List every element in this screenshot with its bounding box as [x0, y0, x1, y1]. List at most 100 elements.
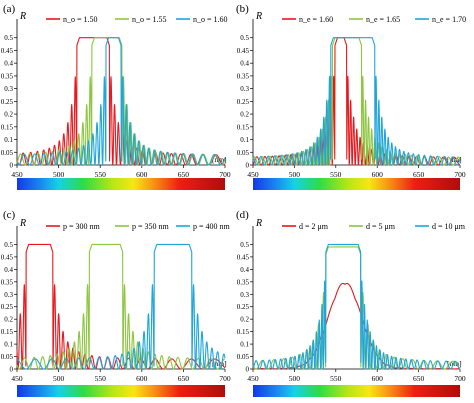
- y-tick-label: 0.1: [4, 136, 13, 144]
- series-line: [16, 243, 226, 370]
- legend-label: n_o = 1.60: [193, 15, 228, 24]
- legend-label: n_o = 1.50: [63, 15, 98, 24]
- x-unit-label: [nm]: [447, 359, 462, 368]
- y-tick-label: 0.3: [4, 291, 13, 299]
- x-tick-label: 550: [95, 170, 107, 179]
- y-tick-label: 0.15: [237, 328, 250, 336]
- y-tick-label: 0.1: [4, 341, 13, 349]
- x-tick-label: 500: [289, 170, 301, 179]
- y-axis-label: R: [19, 11, 26, 22]
- y-tick-label: 0.45: [237, 253, 250, 261]
- panel-label: (c): [3, 209, 16, 221]
- panel-label: (a): [3, 3, 16, 15]
- legend-label: d = 5 μm: [366, 222, 396, 231]
- y-tick-label: 0.15: [237, 123, 250, 131]
- x-tick-label: 600: [136, 374, 148, 383]
- legend-label: n_e = 1.70: [432, 15, 466, 24]
- panel-label: (b): [236, 3, 249, 15]
- series-line: [252, 246, 461, 370]
- x-tick-label: 550: [95, 374, 107, 383]
- series-line: [252, 37, 461, 166]
- series-line: [16, 37, 226, 166]
- y-tick-label: 0.05: [237, 353, 250, 361]
- x-tick-label: 500: [53, 374, 65, 383]
- y-tick-label: 0.25: [237, 303, 250, 311]
- y-tick-label: 0.05: [1, 353, 14, 361]
- y-tick-label: 0.25: [1, 303, 14, 311]
- y-tick-label: 0.3: [240, 85, 249, 93]
- spectrum-bar: [253, 178, 460, 190]
- spectrum-bar: [17, 385, 225, 397]
- x-tick-label: 700: [454, 374, 466, 383]
- series-line: [252, 282, 461, 370]
- y-tick-label: 0.4: [4, 60, 13, 68]
- y-tick-label: 0.3: [4, 85, 13, 93]
- y-tick-label: 0.45: [1, 47, 14, 55]
- y-tick-label: 0: [10, 162, 14, 170]
- y-tick-label: 0.5: [240, 241, 249, 249]
- chart-panel: (c)R 0 0.05 0.1 0.15 0.2 0.25 0.3 0.35 0.4 0.45 0.5…: [1, 209, 231, 397]
- y-tick-label: 0.2: [240, 316, 249, 324]
- y-tick-label: 0.4: [4, 266, 13, 274]
- legend-label: n_e = 1.65: [366, 15, 400, 24]
- x-tick-label: 650: [178, 374, 190, 383]
- series-line: [16, 243, 226, 370]
- x-tick-label: 450: [11, 170, 23, 179]
- series-line: [252, 243, 461, 370]
- y-tick-label: 0.35: [237, 278, 250, 286]
- y-tick-label: 0.1: [240, 341, 249, 349]
- x-tick-label: 450: [247, 374, 259, 383]
- x-tick-label: 450: [11, 374, 23, 383]
- y-tick-label: 0: [246, 162, 250, 170]
- y-tick-label: 0.05: [237, 149, 250, 157]
- y-tick-label: 0.15: [1, 123, 14, 131]
- y-tick-label: 0.35: [1, 72, 14, 80]
- y-tick-label: 0: [10, 366, 14, 374]
- spectrum-bar: [17, 178, 225, 190]
- legend-label: d = 2 μm: [299, 222, 329, 231]
- y-tick-label: 0.25: [1, 98, 14, 106]
- y-tick-label: 0.4: [240, 60, 249, 68]
- spectrum-bar: [253, 385, 460, 397]
- y-tick-label: 0.35: [237, 72, 250, 80]
- x-tick-label: 550: [330, 374, 342, 383]
- y-tick-label: 0.5: [240, 34, 249, 42]
- y-tick-label: 0.45: [237, 47, 250, 55]
- y-tick-label: 0.2: [4, 316, 13, 324]
- x-tick-label: 500: [289, 374, 301, 383]
- legend-label: p = 400 nm: [193, 222, 231, 231]
- x-tick-label: 700: [219, 374, 231, 383]
- y-tick-label: 0: [246, 366, 250, 374]
- chart-panel: (d) R 0 0.05 0.1 0.15 0.2 0.25 0.3 0.35 0.4 0.45 0.5…: [236, 209, 466, 397]
- y-tick-label: 0.3: [240, 291, 249, 299]
- y-tick-label: 0.35: [1, 278, 14, 286]
- x-tick-label: 650: [413, 170, 425, 179]
- y-tick-label: 0.5: [4, 34, 13, 42]
- chart-panel: (b) R 0 0.05 0.1 0.15 0.2 0.25 0.3 0.35 0.4 0.45 0.5…: [236, 3, 466, 190]
- y-tick-label: 0.15: [1, 328, 14, 336]
- y-tick-label: 0.5: [4, 241, 13, 249]
- x-tick-label: 700: [219, 170, 231, 179]
- y-tick-label: 0.4: [240, 266, 249, 274]
- legend-label: d = 10 μm: [432, 222, 466, 231]
- x-tick-label: 450: [247, 170, 259, 179]
- x-tick-label: 600: [372, 170, 384, 179]
- series-line: [16, 243, 226, 370]
- x-tick-label: 550: [330, 170, 342, 179]
- y-axis-label: R: [19, 218, 26, 229]
- legend-label: p = 350 nm: [132, 222, 170, 231]
- legend-label: p = 300 nm: [63, 222, 101, 231]
- x-tick-label: 700: [454, 170, 466, 179]
- y-tick-label: 0.2: [4, 111, 13, 119]
- legend-label: n_e = 1.60: [299, 15, 333, 24]
- x-tick-label: 600: [372, 374, 384, 383]
- series-line: [252, 37, 461, 166]
- x-tick-label: 500: [53, 170, 65, 179]
- y-tick-label: 0.05: [1, 149, 14, 157]
- y-tick-label: 0.1: [240, 136, 249, 144]
- legend-label: n_o = 1.55: [132, 15, 167, 24]
- chart-panel: (a)R 0 0.05 0.1 0.15 0.2 0.25 0.3 0.35 0.4 0.45 0.5…: [1, 3, 231, 190]
- y-tick-label: 0.2: [240, 111, 249, 119]
- y-axis-label: R: [255, 11, 262, 22]
